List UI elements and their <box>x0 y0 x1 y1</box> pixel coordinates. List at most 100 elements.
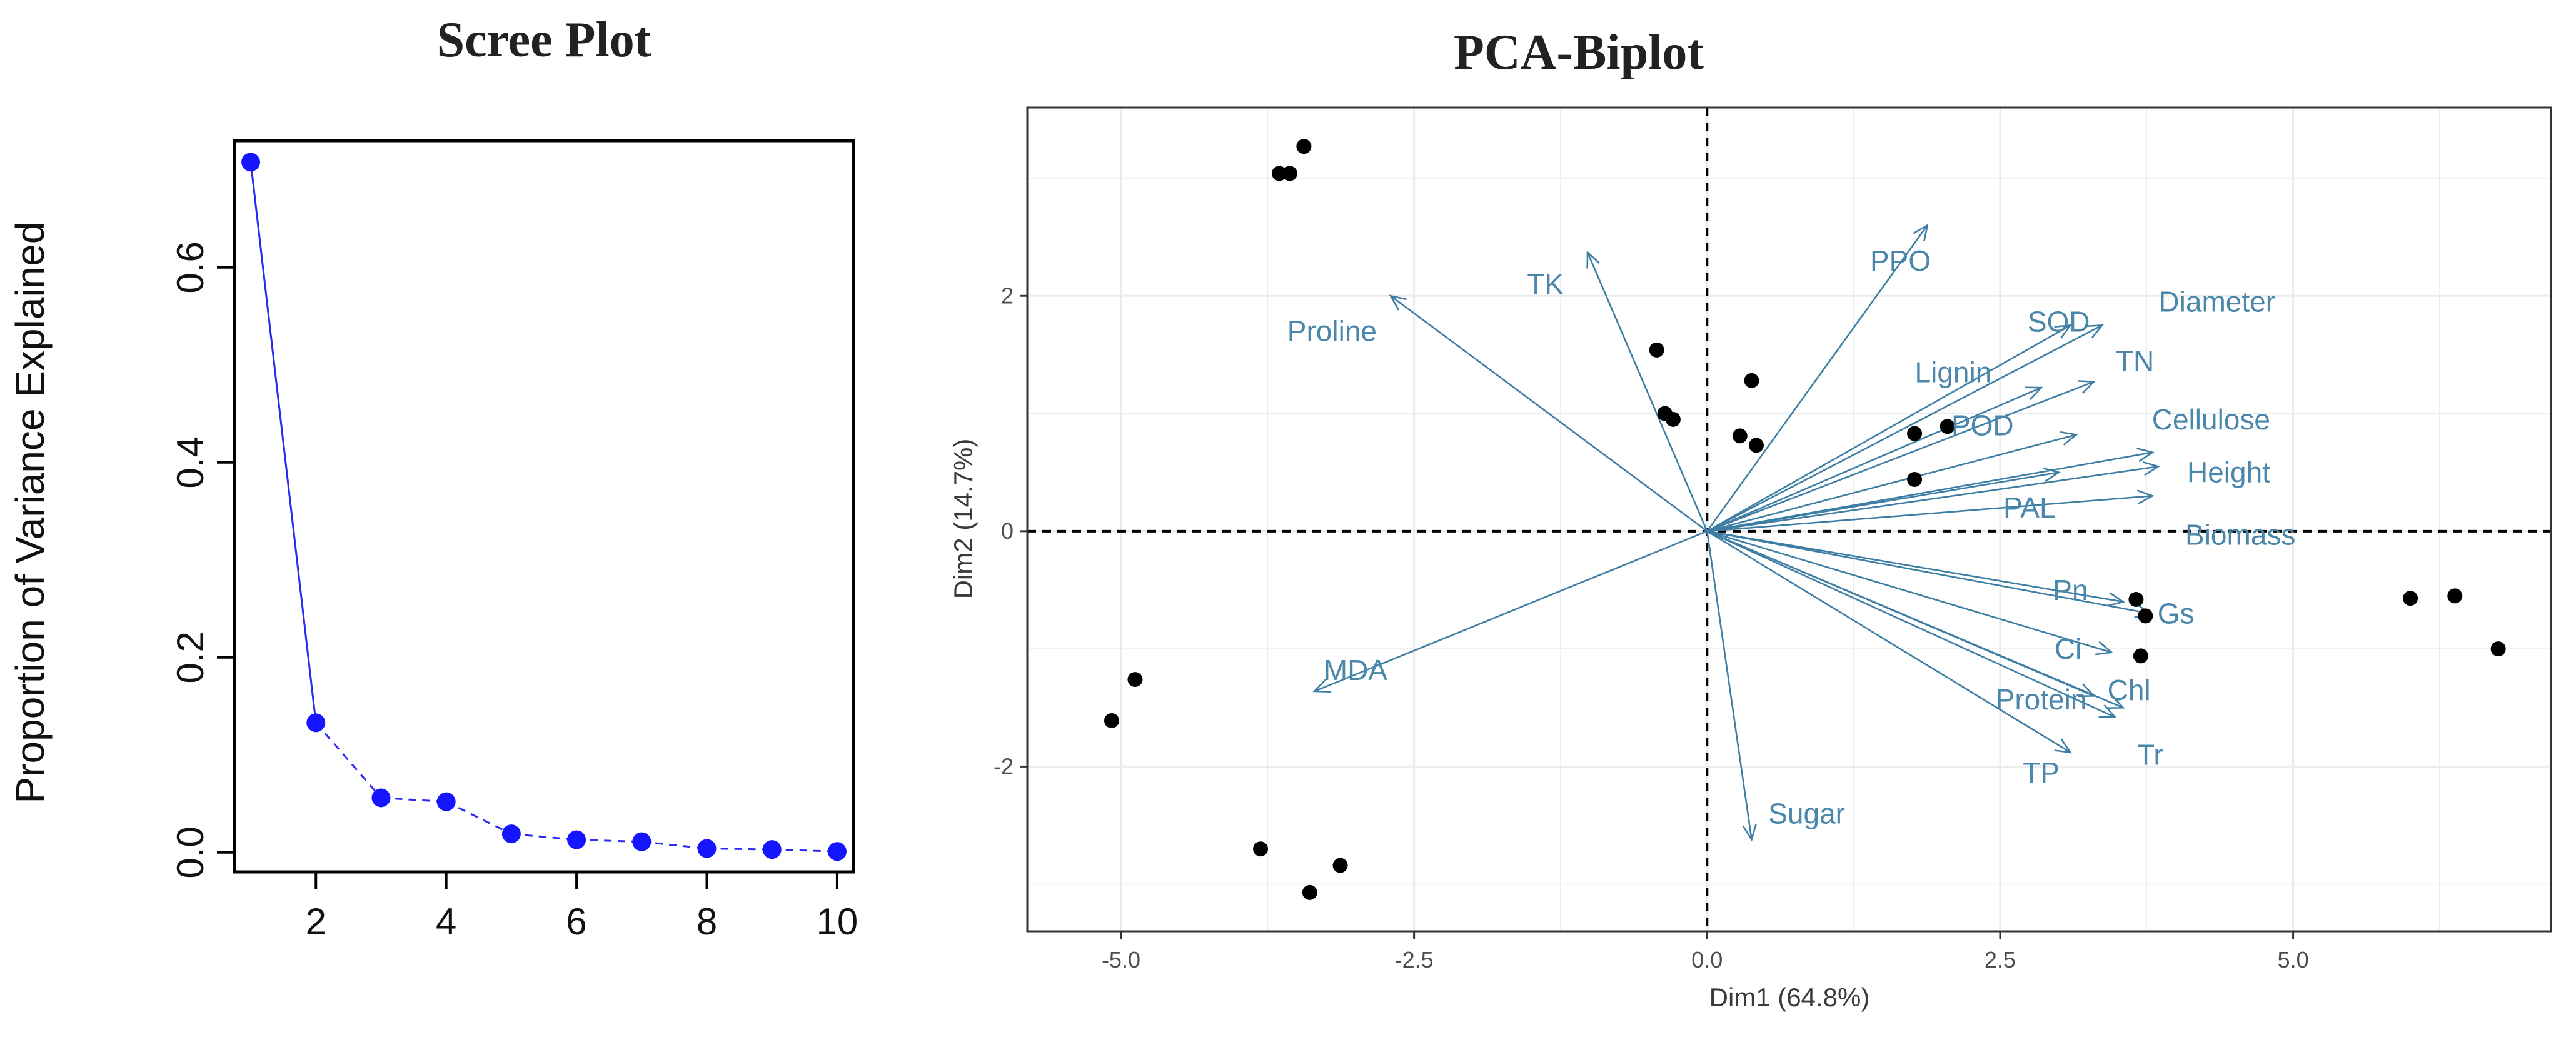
pca-arrow-head <box>2106 695 2125 709</box>
scree-line-segment <box>707 848 772 851</box>
pca-loading-arrow <box>1706 434 2077 533</box>
scree-plot-area: 0.0 0.2 0.4 0.6 2 4 6 8 10 <box>169 153 858 943</box>
pca-loading-arrow <box>1706 386 2042 533</box>
scree-point <box>762 840 782 859</box>
pca-x-tick-label: 5.0 <box>2278 947 2309 973</box>
pca-individual-point <box>2138 608 2153 624</box>
pca-arrow-head <box>2054 324 2073 339</box>
scree-point <box>632 832 652 851</box>
scree-y-tick-label: 0.0 <box>169 826 211 878</box>
pca-arrow-head <box>2142 461 2161 476</box>
pca-arrow-head <box>2136 448 2155 463</box>
pca-loading-arrow <box>1314 530 1708 693</box>
scree-y-tick-label: 0.4 <box>169 436 211 488</box>
pca-individual-point <box>1127 672 1143 688</box>
pca-x-tick-label: 2.5 <box>1985 947 2016 973</box>
pca-variable-label: Diameter <box>2158 286 2275 318</box>
pca-loading-arrow <box>1706 530 2124 709</box>
pca-individual-point <box>2490 641 2506 657</box>
scree-x-tick-label: 8 <box>697 901 717 943</box>
pca-loading-arrow <box>1707 465 2159 533</box>
pca-variable-label: SOD <box>2028 306 2090 338</box>
pca-variable-label: POD <box>1951 409 2014 441</box>
pca-variable-label: Chl <box>2108 674 2151 706</box>
pca-arrow-head <box>1913 223 1929 242</box>
pca-loading-arrow <box>1586 252 1708 532</box>
pca-variable-label: Protein <box>1996 683 2087 716</box>
pca-loading-arrow <box>1706 530 2116 718</box>
pca-title: PCA-Biplot <box>1454 25 1704 80</box>
pca-loading-arrow <box>1706 324 2103 532</box>
scree-x-tick-label: 2 <box>306 901 326 943</box>
pca-x-axis-label: Dim1 (64.8%) <box>1709 983 1870 1012</box>
pca-individual-point <box>2128 592 2144 608</box>
scree-line-segment <box>446 801 512 835</box>
scree-line-segment <box>381 796 446 803</box>
pca-individual-point <box>1302 884 1317 900</box>
pca-loading-arrow <box>1706 530 2112 654</box>
pca-variable-label: PAL <box>2003 491 2056 524</box>
pca-individual-point <box>1104 713 1119 728</box>
pca-loading-arrow <box>1706 530 2071 753</box>
pca-loading-arrow <box>1707 530 2151 614</box>
pca-y-tick-label: 0 <box>1001 518 1014 544</box>
pca-arrow-head <box>2136 489 2155 504</box>
pca-loading-arrow <box>1706 324 2071 532</box>
pca-variable-label: Ci <box>2055 633 2081 665</box>
pca-variable-label: Pn <box>2053 574 2088 606</box>
pca-variable-label: Cellulose <box>2152 403 2270 436</box>
pca-variable-label: TK <box>1527 268 1564 300</box>
pca-y-tick-label: -2 <box>994 753 1014 779</box>
pca-arrow-head <box>2060 431 2078 446</box>
pca-variable-label: Gs <box>2158 598 2195 630</box>
pca-individual-point <box>1907 426 1923 441</box>
pca-y-axis-label: Dim2 (14.7%) <box>948 439 978 599</box>
pca-variable-label: Biomass <box>2185 518 2295 551</box>
pca-arrow-head <box>2054 738 2073 754</box>
pca-arrow-head <box>2043 467 2061 483</box>
pca-variable-label: TP <box>2023 756 2060 789</box>
pca-variable-label: MDA <box>1324 654 1388 686</box>
scree-line-segment <box>315 722 382 799</box>
pca-loading-arrow <box>1706 531 1753 840</box>
pca-y-tick-label: 2 <box>1001 283 1014 308</box>
pca-variable-label: Height <box>2187 456 2270 489</box>
scree-x-tick-label: 10 <box>817 901 858 943</box>
pca-variable-label: Proline <box>1287 315 1377 348</box>
scree-point <box>371 788 391 808</box>
pca-arrow-head <box>2107 592 2125 607</box>
pca-individual-point <box>1296 139 1312 154</box>
pca-individual-point <box>1907 471 1923 487</box>
pca-individual-point <box>1732 428 1748 444</box>
scree-point <box>436 792 456 811</box>
pca-arrow-head <box>2085 324 2104 339</box>
pca-loading-arrow <box>1707 471 2059 533</box>
pca-loading-arrow <box>1706 381 2095 533</box>
pca-individual-point <box>1272 166 1287 181</box>
pca-plot-area: -5.0 -2.5 0.0 2.5 5.0 -2 0 2 Proline TK PPO SOD Diam… <box>994 108 2551 973</box>
pca-loading-arrow <box>1707 530 2123 603</box>
scree-plot-frame <box>233 139 855 874</box>
scree-x-tick-label: 4 <box>436 901 456 943</box>
pca-arrow-head <box>2095 641 2114 656</box>
scree-point <box>241 153 261 172</box>
scree-line-segment <box>511 833 577 841</box>
pca-individual-point <box>1749 438 1764 453</box>
pca-variable-label: TN <box>2116 344 2154 377</box>
scree-point <box>567 830 586 849</box>
scree-point <box>306 713 326 733</box>
pca-variable-label: Sugar <box>1768 798 1845 830</box>
scree-point <box>697 839 717 858</box>
pca-individual-point <box>1253 841 1269 857</box>
pca-individual-point <box>1665 411 1681 427</box>
pca-individual-point <box>1332 858 1348 873</box>
pca-panel-frame <box>1026 106 2552 933</box>
scree-title: Scree Plot <box>437 13 652 68</box>
pca-variable-label: Tr <box>2137 739 2163 771</box>
scree-line-segment <box>772 848 837 853</box>
scree-line-segment <box>641 841 707 850</box>
pca-individual-point <box>2133 648 2148 664</box>
pca-individual-point <box>2447 588 2463 604</box>
